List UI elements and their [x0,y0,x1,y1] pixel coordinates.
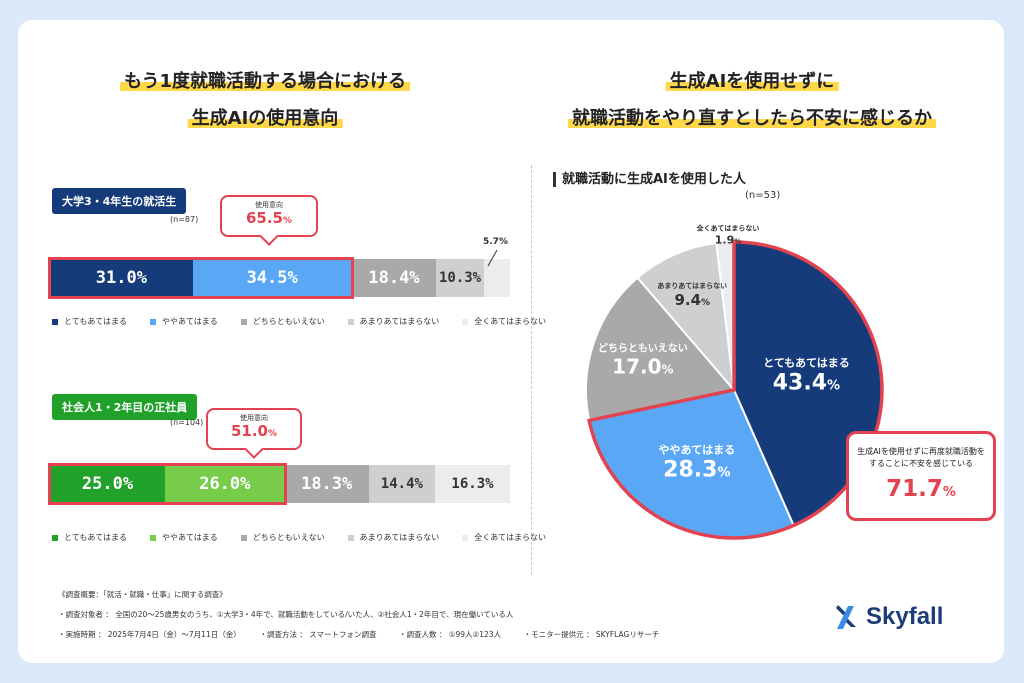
callout-caption-line1: 生成AIを使用せずに再度就職活動を [857,447,985,456]
bar-segment-1: 31.0% [50,259,193,297]
bar-segment-1: 25.0% [50,465,165,503]
group-label-workers: 社会人1・2年目の正社員 [52,394,198,420]
callout-value: 65.5% [245,209,293,227]
bar-segment-5: 16.3% [435,465,510,503]
right-title-line2: 就職活動をやり直すとしたら不安に感じるか [568,104,936,130]
pie-slice-3 [585,276,736,422]
footer-line3: ・実施時期 ： 2025年7月4日（金）〜7月11日（金） ・調査方法 ： スマ… [58,630,660,639]
usage-intent-callout-workers: 使用意向 51.0% [206,408,302,459]
usage-intent-outline-students [48,257,354,299]
pie-label-1: とてもあてはまる 43.4% [763,356,850,396]
legend-workers: とてもあてはまる ややあてはまる どちらともいえない あまりあてはまらない 全く… [52,532,569,543]
section-divider [531,165,532,575]
bar-segment-4: 14.4% [368,465,435,503]
pie-label-2: ややあてはまる 28.3% [658,443,736,483]
skyfall-logo: Skyfall [834,603,943,631]
pie-label-5: 全くあてはまらない 1.9% [696,224,760,247]
group-label-students: 大学3・4年生の就活生 [52,188,187,214]
bar-segment-3: 18.4% [351,259,437,297]
anxiety-callout: 生成AIを使用せずに再度就職活動を することに不安を感じている 71.7% [846,431,996,521]
usage-intent-outline-workers [48,463,287,505]
n-label-pie: (n=53) [745,190,781,201]
callout-value: 51.0% [230,422,278,440]
callout-caption-line2: することに不安を感じている [869,459,973,468]
bar-segment-2: 26.0% [165,465,285,503]
leader-line [487,249,498,267]
pie-chart [585,240,884,540]
pie-label-3: どちらともいえない 17.0% [597,343,688,379]
pie-slice-4 [636,241,736,394]
pie-subtitle: 就職活動に生成AIを使用した人 [553,172,746,187]
callout-value: 71.7% [886,476,956,502]
skyfall-mark-icon [836,605,856,629]
logo-text: Skyfall [866,603,944,630]
left-title-line2: 生成AIの使用意向 [187,104,343,130]
n-label-workers: (n=104) [170,418,204,427]
footer-line2: ・調査対象者 ： 全国の20〜25歳男女のうち、①大学3・4年で、就職活動をして… [58,610,514,619]
n-label-students: (n=87) [170,215,199,224]
legend-students: とてもあてはまる ややあてはまる どちらともいえない あまりあてはまらない 全く… [52,316,569,327]
usage-intent-callout-students: 使用意向 65.5% [220,195,318,246]
bar-segment-4: 10.3% [436,259,484,297]
callout-caption: 使用意向 [240,414,268,422]
callout-caption: 使用意向 [255,201,283,209]
bar-label-outside: 5.7% [483,237,508,247]
bar-segment-3: 18.3% [284,465,369,503]
right-title-line1: 生成AIを使用せずに [665,67,839,93]
bar-segment-2: 34.5% [192,259,352,297]
pie-label-4: あまりあてはまらない 9.4% [657,282,728,310]
footer-line1: 《調査概要：「就活・就職・仕事」に関する調査》 [58,590,227,599]
left-title-line1: もう1度就職活動する場合における [120,67,410,93]
